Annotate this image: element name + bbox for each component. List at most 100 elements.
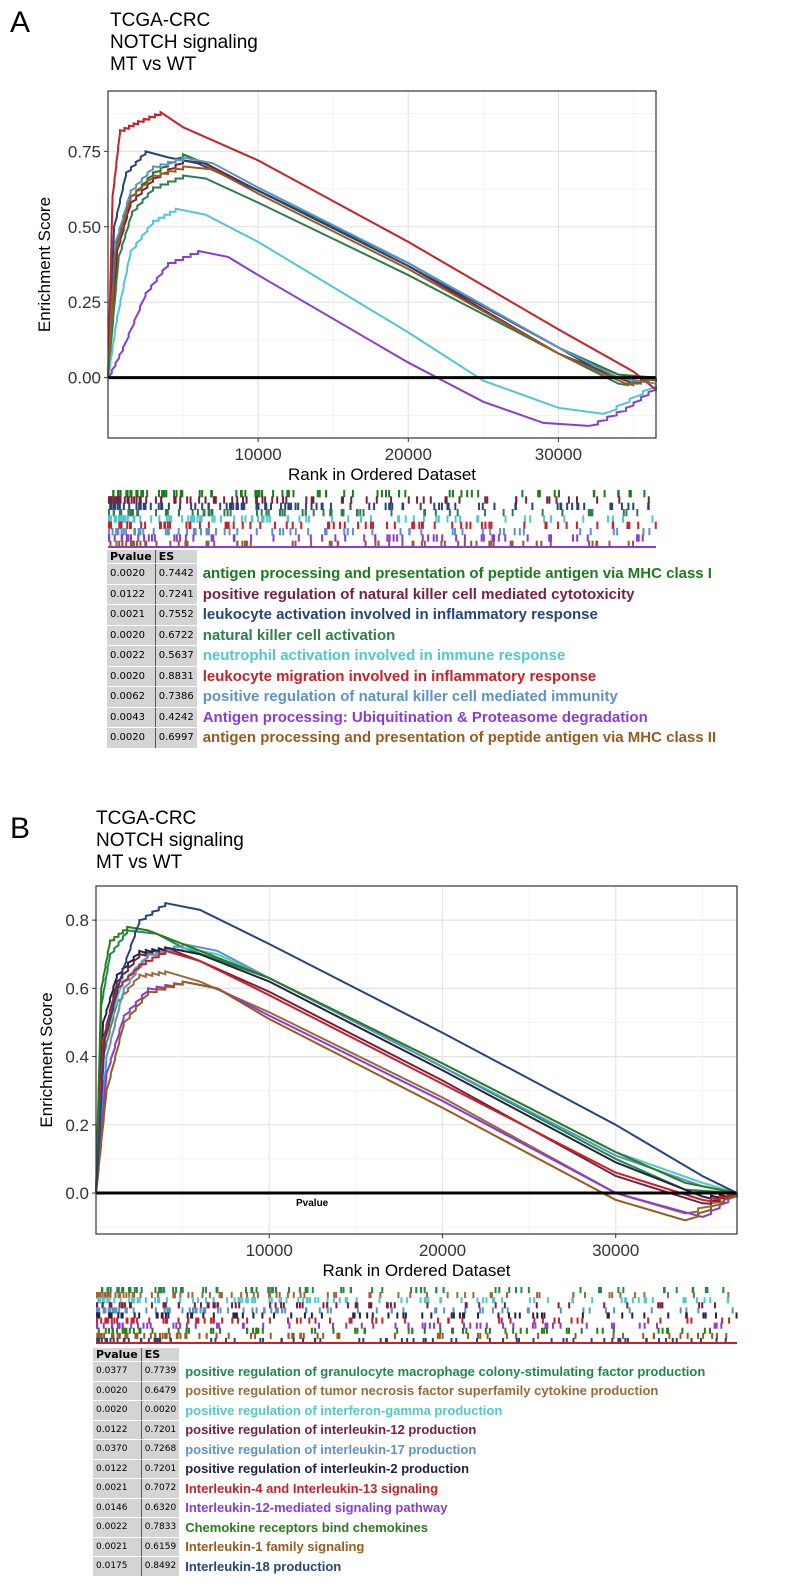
panel-b-gene-set-label: positive regulation of granulocyte macro… xyxy=(185,1363,706,1379)
panel-a-series-line-6 xyxy=(107,110,657,391)
panel-a-pvalue-cell: 0.0062 xyxy=(107,686,156,708)
panel-b-title-line-2: NOTCH signaling xyxy=(96,830,244,851)
panel-a-table-row: 0.0062 0.7386 positive regulation of natur… xyxy=(107,686,719,708)
panel-b-y-axis-title: Enrichment Score xyxy=(37,992,56,1127)
panel-a-gene-set-label: antigen processing and presentation of p… xyxy=(202,565,712,583)
panel-a-es-cell: 0.5637 xyxy=(155,645,197,667)
panel-a-es-header: ES xyxy=(155,550,197,564)
panel-b-table-row: 0.0146 0.6320 Interleukin-12-mediated sign… xyxy=(93,1498,708,1518)
panel-a-es-cell: 0.4242 xyxy=(155,707,197,728)
panel-b-y-tick-label: 0.4 xyxy=(65,1048,89,1067)
panel-a-es-cell: 0.6997 xyxy=(155,727,197,749)
panel-a-pvalue-cell: 0.0020 xyxy=(107,563,156,585)
panel-b-es-cell: 0.7201 xyxy=(141,1420,180,1440)
panel-a-title-line-2: NOTCH signaling xyxy=(110,32,258,53)
panel-b-gene-set-label: positive regulation of interferon-gamma … xyxy=(185,1402,503,1418)
panel-b-table-row: 0.0022 0.7833 Chemokine receptors bind che… xyxy=(93,1517,708,1538)
panel-b-series-line-8 xyxy=(95,980,738,1218)
panel-b-series-line-10 xyxy=(95,980,738,1222)
panel-b-es-cell: 0.6320 xyxy=(141,1498,180,1518)
panel-a-series-line-9 xyxy=(107,165,657,387)
panel-b-table-row: 0.0020 0.0020 positive regulation of inter… xyxy=(93,1400,708,1421)
panel-b-es-cell: 0.6479 xyxy=(141,1381,180,1401)
panel-a-pvalue-table: Pvalue ES 0.0020 0.7442 antigen processing… xyxy=(107,550,719,749)
panel-a-gene-set-label: positive regulation of natural killer ce… xyxy=(202,585,635,603)
panel-b-pvalue-cell: 0.0021 xyxy=(93,1478,142,1499)
panel-b-title: TCGA-CRC NOTCH signaling MT vs WT xyxy=(96,808,244,874)
panel-b-gene-set-label: Interleukin-1 family signaling xyxy=(185,1539,365,1555)
panel-b-pvalue-table: Pvalue ES 0.0377 0.7739 positive regulatio… xyxy=(93,1348,708,1577)
panel-a-gene-set-label: neutrophil activation involved in immune… xyxy=(202,647,566,665)
panel-a-table-row: 0.0020 0.6722 natural killer cell activati… xyxy=(107,625,719,646)
panel-a-title: TCGA-CRC NOTCH signaling MT vs WT xyxy=(110,10,258,76)
panel-a-es-cell: 0.7552 xyxy=(155,604,197,626)
panel-b-gene-set-label: Chemokine receptors bind chemokines xyxy=(185,1519,428,1535)
panel-a-x-tick-label: 10000 xyxy=(234,445,281,464)
panel-a-table-row: 0.0020 0.6997 antigen processing and prese… xyxy=(107,727,719,749)
panel-b-hit-rug xyxy=(96,1287,738,1344)
panel-a-pvalue-cell: 0.0021 xyxy=(107,604,156,626)
panel-a-gene-set-label: leukocyte activation involved in inflamm… xyxy=(202,606,598,624)
panel-a-es-cell: 0.7386 xyxy=(155,686,197,708)
panel-a-x-axis-title: Rank in Ordered Dataset xyxy=(288,465,476,484)
panel-b-pvalue-cell: 0.0175 xyxy=(93,1556,142,1577)
panel-b-pvalue-cell: 0.0122 xyxy=(93,1420,142,1440)
panel-b-pvalue-header: Pvalue xyxy=(93,1348,142,1362)
panel-b-es-cell: 0.0020 xyxy=(141,1400,180,1421)
panel-b-pvalue-cell: 0.0020 xyxy=(93,1381,142,1401)
panel-b-letter: B xyxy=(10,812,31,845)
panel-b-es-cell: 0.6159 xyxy=(141,1537,180,1557)
panel-a-y-tick-label: 0.25 xyxy=(68,293,101,312)
panel-b-pvalue-cell: 0.0020 xyxy=(93,1400,142,1421)
panel-b-series-line-11 xyxy=(95,901,738,1194)
panel-b-pvalue-cell: 0.0122 xyxy=(93,1459,142,1479)
panel-b-y-tick-label: 0.6 xyxy=(65,979,89,998)
panel-a-es-cell: 0.7442 xyxy=(155,563,197,585)
panel-a-series-line-5 xyxy=(107,207,657,415)
panel-b-x-axis-title: Rank in Ordered Dataset xyxy=(322,1261,510,1280)
panel-a-y-axis-title: Enrichment Score xyxy=(35,197,54,332)
panel-b-es-cell: 0.7739 xyxy=(141,1361,180,1382)
panel-a-x-tick-label: 20000 xyxy=(385,445,432,464)
panel-b-inplot-label: Pvalue xyxy=(296,1198,329,1209)
panel-b-es-cell: 0.7072 xyxy=(141,1478,180,1499)
panel-b-table-row: 0.0021 0.7072 Interleukin-4 and Interleuki… xyxy=(93,1478,708,1499)
panel-b-series-line-6 xyxy=(95,946,738,1200)
panel-a-enrichment-chart: 0.00 0.25 0.50 0.75 10000 20000 30000 Rank in O… xyxy=(35,90,657,548)
panel-a-y-tick-label: 0.50 xyxy=(68,218,101,237)
panel-b-y-tick-label: 0.0 xyxy=(65,1184,89,1203)
panel-a-title-line-3: MT vs WT xyxy=(110,54,197,75)
panel-a-pvalue-cell: 0.0020 xyxy=(107,625,156,646)
panel-a-pvalue-header: Pvalue xyxy=(107,550,156,564)
panel-a-table-row: 0.0043 0.4242 Antigen processing: Ubiquiti… xyxy=(107,707,719,728)
panel-b-es-cell: 0.7268 xyxy=(141,1439,180,1460)
panel-b-series-line-9 xyxy=(95,925,738,1195)
panel-b-series-line-1 xyxy=(95,929,738,1195)
panel-b-es-header: ES xyxy=(141,1348,180,1362)
panel-b-x-tick-label: 20000 xyxy=(419,1241,466,1260)
panel-b-table-row: 0.0020 0.6479 positive regulation of tumor… xyxy=(93,1381,708,1401)
panel-a-pvalue-cell: 0.0122 xyxy=(107,584,156,605)
panel-b-table-row: 0.0021 0.6159 Interleukin-1 family signali… xyxy=(93,1537,708,1557)
panel-b-y-tick-label: 0.8 xyxy=(65,911,89,930)
panel-b-pvalue-cell: 0.0377 xyxy=(93,1361,142,1382)
panel-a-gene-set-label: leukocyte migration involved in inflamma… xyxy=(202,667,597,685)
panel-b-gene-set-label: positive regulation of interleukin-12 pr… xyxy=(185,1422,477,1438)
panel-a-es-cell: 0.7241 xyxy=(155,584,197,605)
panel-b-plot-frame xyxy=(95,885,738,1235)
panel-a-pvalue-cell: 0.0020 xyxy=(107,727,156,749)
panel-b-pvalue-cell: 0.0021 xyxy=(93,1537,142,1557)
panel-b-x-tick-label: 10000 xyxy=(246,1241,293,1260)
panel-b-table-row: 0.0122 0.7201 positive regulation of inter… xyxy=(93,1459,708,1479)
panel-b-gene-set-label: Interleukin-18 production xyxy=(185,1558,342,1574)
panel-b-gene-set-label: Interleukin-12-mediated signaling pathwa… xyxy=(185,1500,448,1516)
panel-a-table-row: 0.0122 0.7241 positive regulation of natur… xyxy=(107,584,719,605)
panel-a-table-row: 0.0020 0.8831 leukocyte migration involved… xyxy=(107,666,719,687)
panel-b-grid xyxy=(96,885,737,1234)
panel-b-table-row: 0.0377 0.7739 positive regulation of granu… xyxy=(93,1361,708,1382)
panel-b-y-tick-label: 0.2 xyxy=(65,1116,89,1135)
panel-b-pvalue-cell: 0.0146 xyxy=(93,1498,142,1518)
panel-a-hit-rug xyxy=(108,490,657,548)
panel-a-table-row: 0.0022 0.5637 neutrophil activation involv… xyxy=(107,645,719,667)
panel-b-table-row: 0.0175 0.8492 Interleukin-18 production xyxy=(93,1556,708,1577)
